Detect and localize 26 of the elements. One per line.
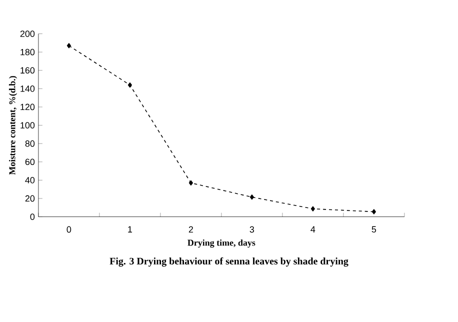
point — [250, 194, 254, 200]
point — [66, 43, 71, 48]
point — [188, 180, 193, 186]
y-tick-label: 80 — [25, 140, 35, 147]
y-tick-label: 160 — [20, 67, 35, 74]
y-axis-title: Moisture content, %(d.b.) — [8, 76, 18, 175]
point — [310, 206, 315, 212]
x-tick-label: 2 — [188, 226, 193, 233]
y-tick-label: 180 — [20, 48, 35, 56]
y-tick-label: 200 — [20, 30, 35, 37]
caption: Fig. 3 Drying behaviour of senna leaves by shade drying — [110, 257, 348, 267]
point — [372, 209, 376, 214]
x-tick-label: 4 — [310, 226, 316, 232]
x-tick-label: 1 — [128, 226, 132, 232]
x-tick-label: 0 — [66, 226, 72, 233]
x-tick-label: 5 — [372, 226, 376, 233]
x-axis-title: Drying time, days — [188, 239, 256, 248]
x-tick-label: 3 — [250, 226, 254, 233]
y-tick-label: 40 — [25, 176, 35, 184]
y-tick-label: 100 — [20, 122, 35, 128]
y-tick-label: 140 — [20, 85, 35, 92]
y-tick-label: 0 — [30, 214, 35, 220]
y-tick-label: 60 — [25, 158, 35, 166]
point — [128, 82, 132, 88]
y-tick-label: 120 — [20, 104, 35, 110]
y-tick-label: 20 — [25, 195, 35, 202]
